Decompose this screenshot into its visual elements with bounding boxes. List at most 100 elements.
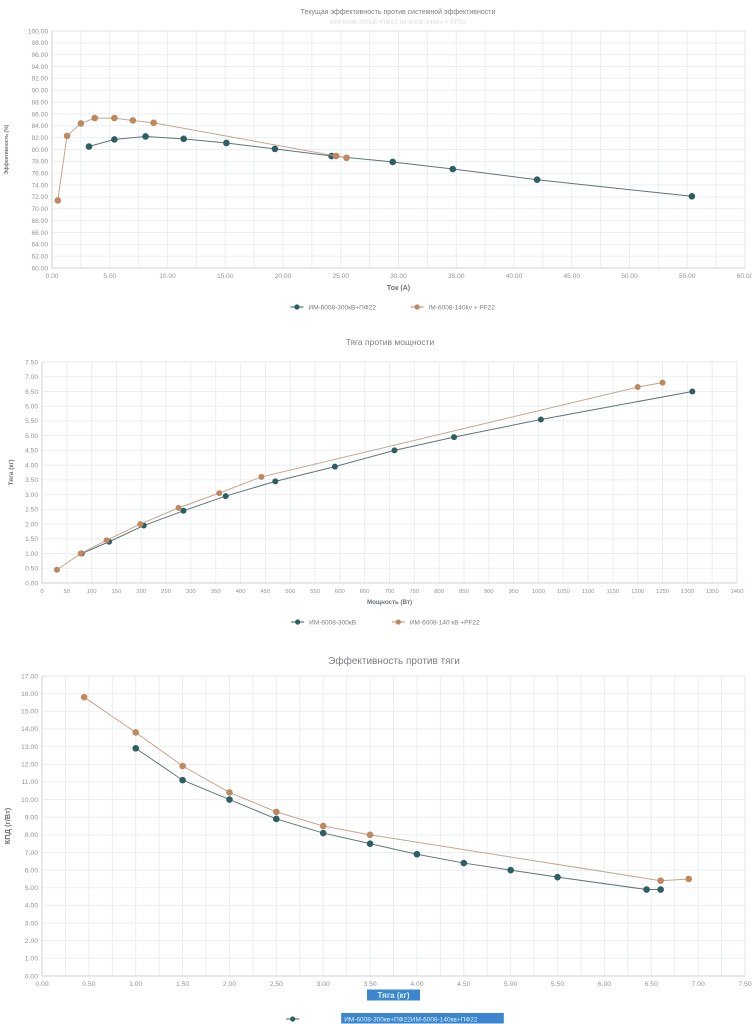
y-axis-label: Эффективность (%) bbox=[3, 124, 10, 174]
data-point bbox=[103, 537, 110, 544]
data-point bbox=[53, 566, 60, 573]
x-tick-label: 5.00 bbox=[103, 273, 116, 280]
y-tick-label: 84.00 bbox=[31, 123, 48, 130]
data-point bbox=[273, 808, 280, 816]
plot-area: 100,00 98.00 96.00 94.00 92.00 90.00 88.00 86.0… bbox=[3, 28, 752, 311]
x-tick-label: 6.50 bbox=[645, 981, 658, 988]
data-point bbox=[391, 447, 398, 454]
data-point bbox=[226, 789, 233, 796]
x-tick-label: 7.00 bbox=[692, 981, 705, 988]
x-tick-label: 1300 bbox=[681, 589, 695, 595]
x-tick-label: 15.00 bbox=[217, 273, 234, 280]
y-tick-label: 3.00 bbox=[25, 492, 38, 499]
y-tick-label: 0.00 bbox=[25, 580, 38, 587]
plot-area: 17.00 16.00 15.00 14.00 13.00 12.00 11.00 10.00… bbox=[3, 673, 752, 1024]
data-point bbox=[63, 132, 71, 140]
efficiency-vs-current-chart: Текущая эффективность против системной э… bbox=[3, 8, 752, 312]
series-line bbox=[56, 382, 663, 571]
y-tick-label: 4.00 bbox=[25, 903, 38, 910]
y-tick-label: 11.00 bbox=[21, 779, 38, 786]
data-point bbox=[272, 478, 279, 485]
y-tick-label: 9.00 bbox=[25, 814, 38, 821]
data-point bbox=[129, 117, 137, 124]
data-point bbox=[80, 693, 88, 701]
data-point bbox=[332, 152, 340, 160]
legend-label: IM-6008-140kv + PF22 bbox=[429, 305, 496, 312]
x-tick-label: 950 bbox=[509, 589, 520, 595]
data-point bbox=[366, 831, 374, 839]
data-point bbox=[449, 165, 457, 173]
chart-title: Текущая эффективность против системной э… bbox=[301, 8, 496, 16]
chart-legend: ИМ-6008-300кВ+ПФ22 IM-6008-140kv + PF22 bbox=[290, 304, 496, 312]
x-tick-label: 25.00 bbox=[332, 273, 349, 280]
efficiency-vs-thrust-chart: Эффективность против тяги 17.00 16.00 15.0… bbox=[3, 655, 752, 1024]
data-point bbox=[537, 416, 544, 423]
data-point bbox=[319, 829, 327, 837]
chart-panel-thrust-vs-power: Тяга против мощности 7.50 7.00 6.50 6.00 5.5… bbox=[0, 327, 752, 650]
y-tick-label: 64.00 bbox=[31, 242, 48, 249]
data-point bbox=[688, 193, 696, 200]
y-tick-label: 96.00 bbox=[31, 52, 48, 59]
y-tick-label: 0.00 bbox=[25, 973, 38, 980]
legend-label-combined: ИМ-6008-300кв+ПФ22ИМ-6008-140кв+ПФ22 bbox=[344, 1017, 478, 1024]
x-tick-label: 700 bbox=[385, 589, 396, 595]
y-tick-label: 5.00 bbox=[25, 433, 38, 440]
x-tick-label: 0.50 bbox=[82, 981, 95, 988]
data-point bbox=[175, 504, 182, 511]
y-tick-label: 72.00 bbox=[31, 194, 48, 201]
y-tick-label: 17.00 bbox=[21, 673, 38, 680]
x-tick-label: 500 bbox=[285, 589, 296, 595]
x-tick-label: 100 bbox=[87, 589, 98, 595]
y-tick-label: 1.00 bbox=[25, 551, 38, 558]
data-point bbox=[634, 384, 641, 391]
y-tick-label: 98.00 bbox=[31, 40, 48, 47]
y-tick-label: 70.00 bbox=[31, 206, 48, 213]
x-tick-label: 1.00 bbox=[129, 981, 142, 988]
data-point bbox=[91, 114, 99, 122]
data-point bbox=[132, 745, 140, 752]
legend-label: ИМ-6008-300кВ bbox=[309, 620, 356, 627]
y-tick-label: 1.50 bbox=[25, 536, 38, 543]
data-point bbox=[685, 875, 693, 883]
y-tick-label: 92.00 bbox=[31, 76, 48, 83]
data-point bbox=[77, 120, 85, 127]
y-tick-label: 13.00 bbox=[21, 744, 38, 751]
y-tick-label: 88.00 bbox=[31, 99, 48, 106]
data-point bbox=[271, 145, 279, 153]
x-tick-label: 50 bbox=[64, 589, 71, 595]
legend-label: ИМ-6008-300кВ+ПФ22 bbox=[308, 305, 376, 312]
x-tick-label: 800 bbox=[434, 589, 445, 595]
data-point bbox=[180, 507, 187, 514]
x-tick-label: 3.50 bbox=[363, 981, 376, 988]
x-tick-label: 1400 bbox=[730, 589, 744, 595]
chart-title: Тяга против мощности bbox=[346, 337, 435, 347]
legend-marker-dot bbox=[414, 304, 420, 310]
data-point bbox=[533, 176, 541, 184]
x-axis-label: Ток (A) bbox=[387, 285, 410, 292]
data-point bbox=[216, 490, 223, 497]
y-tick-label: 4.50 bbox=[25, 448, 38, 455]
data-point bbox=[507, 866, 514, 874]
x-tick-label: 900 bbox=[484, 589, 495, 595]
y-tick-label: 62.00 bbox=[31, 253, 48, 260]
y-tick-label: 4.00 bbox=[25, 462, 38, 469]
y-tick-label: 7.00 bbox=[25, 850, 38, 857]
x-tick-label: 600 bbox=[335, 589, 346, 595]
series-line bbox=[83, 696, 689, 882]
data-point bbox=[54, 197, 62, 204]
x-axis-label: Мощность (Вт) bbox=[367, 599, 412, 606]
data-point bbox=[179, 776, 186, 784]
y-tick-label: 3.00 bbox=[25, 920, 38, 927]
x-tick-label: 1200 bbox=[631, 589, 645, 595]
selection-highlight bbox=[341, 1013, 504, 1024]
legend-marker-dot bbox=[290, 1016, 296, 1022]
y-tick-label: 1.00 bbox=[25, 956, 38, 963]
x-tick-label: 2.50 bbox=[270, 981, 283, 988]
data-point bbox=[150, 119, 157, 127]
data-point bbox=[554, 873, 561, 881]
x-tick-label: 1.50 bbox=[176, 981, 189, 988]
x-tick-label: 0.00 bbox=[46, 273, 59, 280]
y-tick-label: 2.50 bbox=[25, 507, 38, 514]
data-point bbox=[460, 859, 468, 867]
